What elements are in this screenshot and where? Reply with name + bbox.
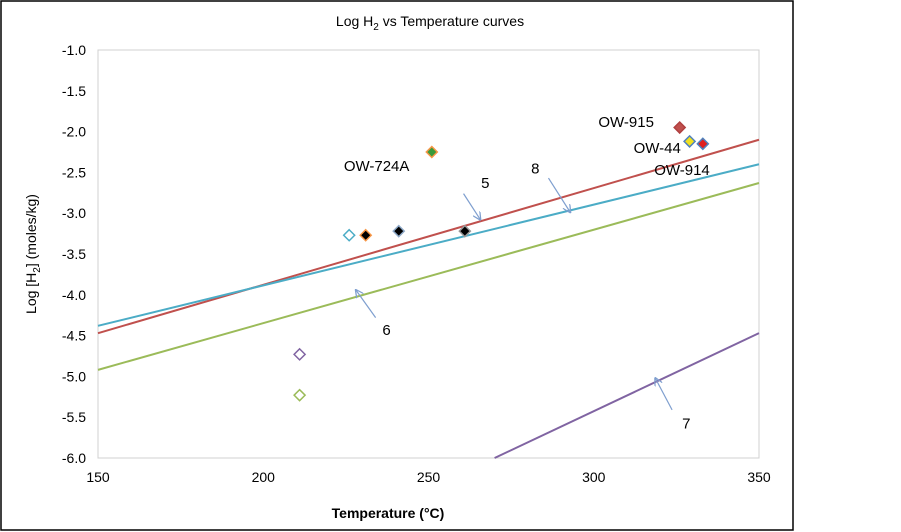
plot-area xyxy=(97,49,760,459)
annotation-label: 6 xyxy=(382,322,390,339)
point-label: OW-44 xyxy=(634,140,681,157)
y-tick-label: -5.5 xyxy=(62,409,86,425)
data-point-diamond xyxy=(696,137,710,151)
annotation-arrow xyxy=(655,378,673,411)
point-label: OW-724A xyxy=(344,158,410,175)
y-tick-label: -2.5 xyxy=(62,164,86,180)
chart-title: Log H2 vs Temperature curves xyxy=(336,13,524,33)
y-axis-label: Log [H2] (moles/kg) xyxy=(23,194,43,314)
y-tick-label: -3.0 xyxy=(62,205,86,221)
data-point-diamond xyxy=(293,347,307,361)
chart-frame xyxy=(0,0,794,531)
data-point-diamond xyxy=(683,134,697,148)
annotation-arrows: 5 8 6 7 xyxy=(356,160,690,433)
x-tick-label: 250 xyxy=(417,469,441,485)
annotation-label: 5 xyxy=(481,175,489,192)
y-axis-ticks: -1.0 -1.5 -2.0 -2.5 -3.0 -3.5 -4.0 -4.5 -5.0 -5.5… xyxy=(62,42,86,466)
data-points xyxy=(293,120,710,402)
x-tick-label: 150 xyxy=(86,469,110,485)
x-axis-label: Temperature (°C) xyxy=(332,505,445,521)
x-tick-label: 200 xyxy=(252,469,276,485)
x-tick-label: 300 xyxy=(582,469,606,485)
annotation-label: 7 xyxy=(682,416,690,433)
data-point-diamond xyxy=(293,388,307,402)
data-point-diamond xyxy=(359,228,373,242)
annotation-arrow xyxy=(463,193,481,220)
y-tick-label: -1.5 xyxy=(62,83,86,99)
data-point-diamond xyxy=(392,224,406,238)
annotation-arrow xyxy=(547,177,570,212)
annotation-arrow xyxy=(356,290,377,318)
x-axis-ticks: 150 200 250 300 350 xyxy=(86,469,771,485)
y-tick-label: -4.5 xyxy=(62,328,86,344)
y-tick-label: -3.5 xyxy=(62,246,86,262)
series-lines xyxy=(97,138,760,459)
x-tick-label: 350 xyxy=(747,469,771,485)
series-line-8 xyxy=(97,163,760,327)
y-tick-label: -4.0 xyxy=(62,287,86,303)
data-point-diamond xyxy=(673,120,687,135)
y-tick-label: -1.0 xyxy=(62,42,86,58)
data-point-diamond xyxy=(342,228,356,242)
point-label: OW-915 xyxy=(598,114,654,131)
data-point-diamond xyxy=(425,145,439,159)
y-tick-label: -5.0 xyxy=(62,368,86,384)
data-point-diamond xyxy=(458,224,472,238)
y-tick-label: -2.0 xyxy=(62,124,86,140)
point-label: OW-914 xyxy=(654,162,710,179)
series-line-5 xyxy=(97,138,760,335)
point-labels: OW-915 OW-44 OW-914 OW-724A xyxy=(344,114,710,179)
series-line-7 xyxy=(494,332,760,459)
annotation-label: 8 xyxy=(531,160,539,177)
y-tick-label: -6.0 xyxy=(62,450,86,466)
series-line-6 xyxy=(97,182,760,371)
